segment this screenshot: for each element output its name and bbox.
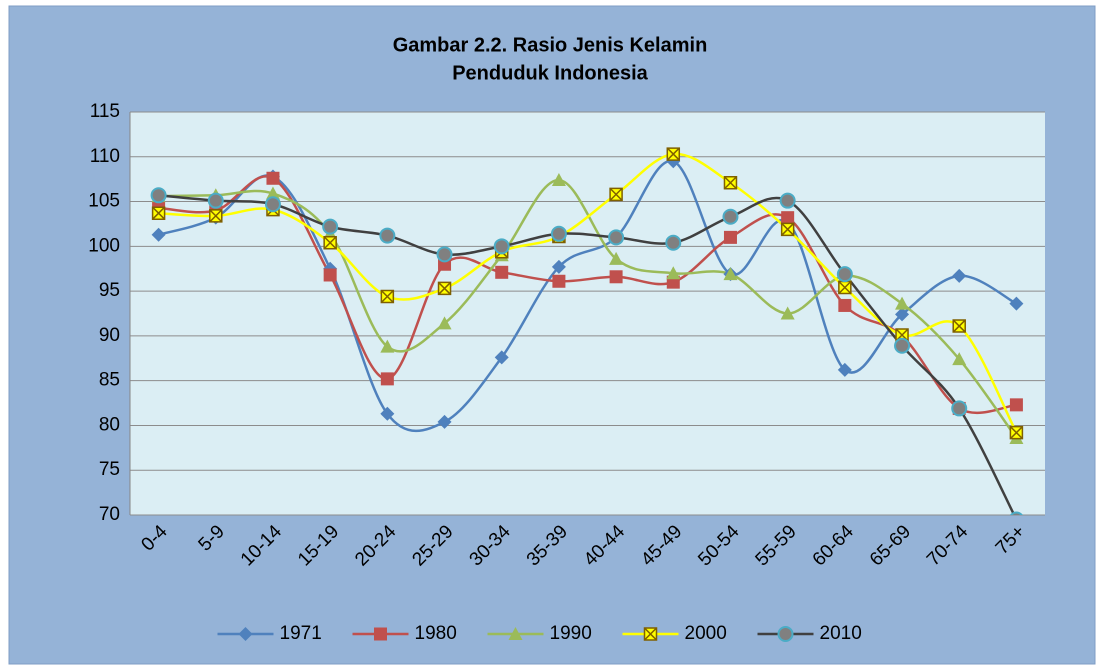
legend-label: 2010 [820, 623, 862, 644]
marker [437, 316, 452, 330]
marker [836, 266, 853, 283]
legend-label: 1990 [550, 623, 592, 644]
legend-label: 1971 [280, 623, 322, 644]
marker [266, 171, 280, 185]
marker [551, 259, 566, 274]
series-line [158, 178, 1018, 439]
marker [379, 227, 396, 244]
marker [837, 362, 852, 377]
chart-title: Gambar 2.2. Rasio Jenis Kelamin [393, 34, 708, 56]
marker [150, 187, 167, 204]
marker [209, 209, 223, 223]
marker [643, 627, 658, 641]
marker [437, 414, 452, 429]
marker [380, 372, 394, 386]
y-tick-label: 115 [90, 101, 120, 122]
marker [323, 268, 337, 282]
marker [151, 206, 166, 220]
marker [1009, 425, 1024, 440]
y-tick-label: 75 [99, 459, 120, 480]
marker [894, 337, 911, 354]
marker [238, 627, 253, 641]
marker [380, 339, 395, 353]
marker [723, 267, 738, 281]
marker [323, 236, 337, 250]
marker [780, 306, 795, 320]
marker [952, 319, 966, 333]
marker [380, 289, 395, 304]
marker [952, 352, 967, 366]
marker [781, 211, 795, 225]
legend-label: 1980 [415, 623, 457, 644]
marker [495, 265, 509, 279]
marker [895, 307, 910, 322]
y-tick-label: 105 [88, 191, 120, 212]
marker [723, 230, 737, 244]
marker [665, 234, 682, 251]
marker [722, 208, 739, 225]
marker [207, 192, 224, 209]
marker [723, 175, 738, 190]
marker [551, 173, 566, 187]
y-tick-label: 70 [99, 504, 120, 525]
y-tick-label: 100 [88, 235, 120, 256]
chart-title: Penduduk Indonesia [452, 62, 648, 84]
marker [952, 268, 967, 283]
marker [838, 298, 852, 312]
marker [151, 227, 166, 242]
marker [550, 225, 567, 242]
marker [494, 350, 509, 365]
marker [380, 406, 395, 421]
marker [508, 627, 523, 640]
marker [493, 238, 510, 255]
legend-label: 2000 [685, 623, 727, 644]
series-line [158, 159, 1018, 433]
marker [666, 147, 681, 161]
marker [374, 627, 387, 641]
y-tick-label: 95 [99, 280, 120, 301]
marker [780, 222, 795, 237]
marker [552, 274, 566, 288]
y-tick-label: 80 [99, 414, 120, 435]
marker [608, 229, 625, 246]
marker [1009, 511, 1024, 515]
marker [609, 270, 623, 284]
marker [436, 246, 453, 263]
y-tick-label: 110 [90, 146, 120, 167]
marker [838, 280, 852, 295]
y-tick-label: 85 [99, 370, 120, 391]
marker [265, 186, 280, 200]
marker [1009, 398, 1023, 412]
marker [666, 266, 681, 280]
marker [951, 400, 968, 417]
series-line [158, 175, 1017, 415]
marker [609, 251, 624, 265]
marker [437, 281, 452, 296]
plot-bg [130, 112, 1045, 515]
marker [777, 626, 794, 642]
marker [779, 192, 796, 209]
marker [322, 218, 339, 235]
marker [1009, 296, 1024, 311]
marker [264, 196, 281, 213]
y-tick-label: 90 [99, 325, 120, 346]
marker [609, 187, 623, 202]
plot-series [150, 147, 1024, 515]
marker [895, 296, 910, 310]
